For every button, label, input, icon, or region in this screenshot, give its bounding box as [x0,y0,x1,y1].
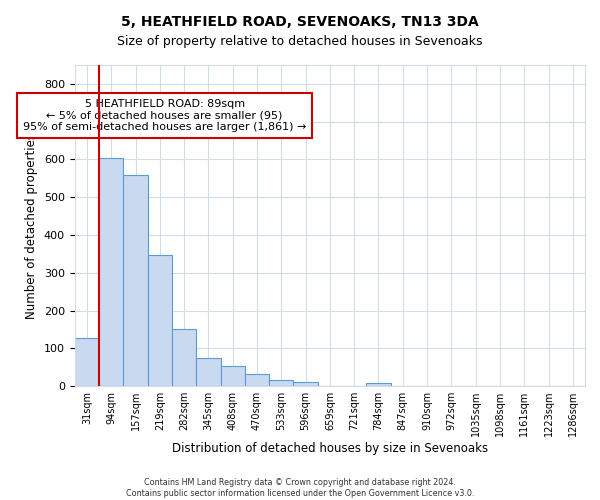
Bar [172,330,196,386]
Bar [293,382,318,386]
Bar [196,358,221,386]
Bar [99,158,124,386]
Bar [75,338,99,386]
Bar [245,374,269,386]
X-axis label: Distribution of detached houses by size in Sevenoaks: Distribution of detached houses by size … [172,442,488,455]
Text: 5 HEATHFIELD ROAD: 89sqm
← 5% of detached houses are smaller (95)
95% of semi-de: 5 HEATHFIELD ROAD: 89sqm ← 5% of detache… [23,99,307,132]
Bar [148,254,172,386]
Text: 5, HEATHFIELD ROAD, SEVENOAKS, TN13 3DA: 5, HEATHFIELD ROAD, SEVENOAKS, TN13 3DA [121,15,479,29]
Bar [124,176,148,386]
Y-axis label: Number of detached properties: Number of detached properties [25,132,38,318]
Bar [269,380,293,386]
Bar [367,383,391,386]
Bar [221,366,245,386]
Text: Size of property relative to detached houses in Sevenoaks: Size of property relative to detached ho… [117,35,483,48]
Text: Contains HM Land Registry data © Crown copyright and database right 2024.
Contai: Contains HM Land Registry data © Crown c… [126,478,474,498]
